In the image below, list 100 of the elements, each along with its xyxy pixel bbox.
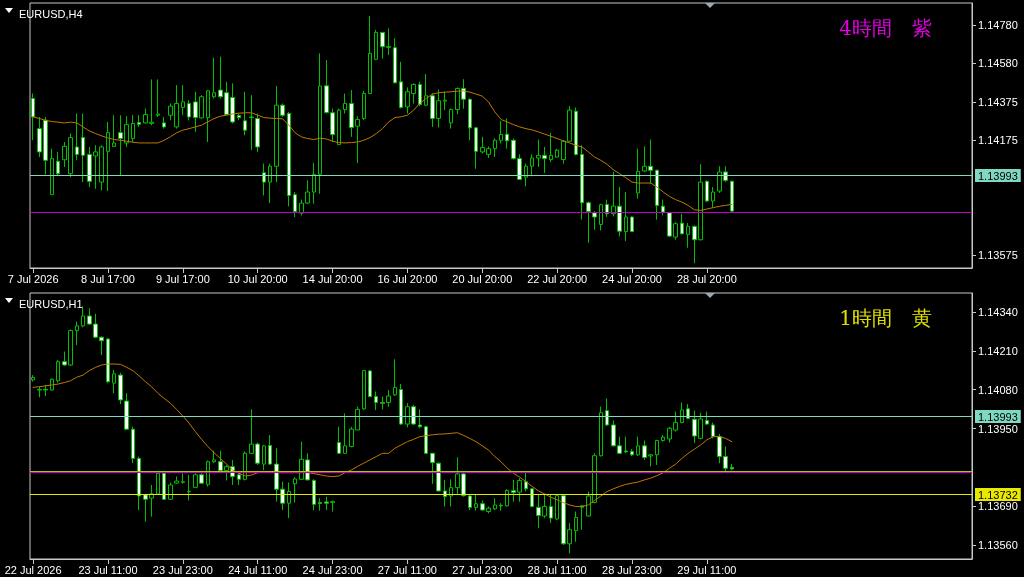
candlestick [262, 444, 266, 471]
candlestick [680, 402, 684, 424]
candlestick [362, 90, 366, 121]
candlestick [567, 105, 572, 143]
candlestick [50, 148, 54, 196]
candlestick [368, 15, 372, 95]
candlestick [162, 116, 166, 130]
x-tick-label: 27 Jul 23:00 [452, 563, 513, 576]
chart-title: EURUSD,H1 [19, 297, 83, 310]
candlestick [599, 203, 603, 231]
candlestick [162, 471, 166, 501]
candlestick [505, 118, 509, 150]
ref-line-label: 1.13732 [978, 488, 1018, 501]
candlestick [555, 493, 559, 521]
candlestick [592, 210, 597, 231]
candlestick [287, 111, 291, 207]
candlestick [580, 144, 584, 221]
candlestick [393, 358, 397, 397]
y-tick-label: 1.13575 [978, 249, 1018, 262]
candlestick [156, 472, 160, 496]
candlestick [530, 487, 534, 508]
candlestick [81, 113, 85, 183]
candlestick [56, 151, 60, 176]
x-tick-label: 10 Jul 20:00 [227, 272, 288, 285]
candlestick [499, 502, 503, 512]
candlestick [174, 476, 179, 485]
ref-line-label: 1.13993 [978, 410, 1018, 423]
candlestick [655, 439, 659, 466]
candlestick [243, 91, 247, 136]
candlestick [524, 163, 528, 187]
candlestick [468, 97, 472, 141]
y-tick-label: 1.14080 [978, 383, 1018, 396]
candlestick [636, 436, 640, 457]
candlestick [187, 99, 191, 121]
candlestick [493, 138, 497, 158]
x-tick-label: 14 Jul 20:00 [302, 272, 363, 285]
y-tick-label: 1.14210 [978, 344, 1018, 357]
candlestick [374, 29, 378, 61]
candlestick [237, 471, 241, 486]
candlestick [686, 222, 690, 249]
x-tick-label: 24 Jul 20:00 [602, 272, 662, 285]
candlestick [530, 153, 534, 177]
x-tick-label: 8 Jul 17:00 [81, 272, 135, 285]
candlestick [711, 422, 715, 439]
candlestick [468, 494, 472, 511]
candlestick [287, 482, 291, 519]
candlestick [343, 93, 347, 115]
y-tick-label: 1.14580 [978, 57, 1018, 70]
candlestick [75, 113, 79, 161]
candlestick [249, 94, 254, 151]
candlestick [680, 213, 684, 235]
candlestick [312, 162, 316, 205]
x-tick-label: 24 Jul 23:00 [302, 563, 363, 576]
candlestick [418, 81, 422, 107]
chart-title: EURUSD,H4 [19, 7, 83, 20]
x-tick-label: 27 Jul 11:00 [377, 563, 437, 576]
x-tick-label: 7 Jul 2026 [7, 272, 59, 285]
text: 4時間 紫 [839, 16, 933, 40]
candlestick [505, 488, 509, 507]
candlestick [730, 463, 734, 471]
candlestick [624, 191, 628, 242]
candlestick [711, 186, 715, 209]
candlestick [655, 169, 659, 221]
y-tick-label: 1.14780 [978, 18, 1018, 31]
candlestick [493, 497, 497, 511]
candlestick [112, 114, 116, 148]
y-tick-label: 1.14340 [978, 306, 1018, 319]
x-tick-label: 29 Jul 11:00 [677, 563, 737, 576]
candlestick [730, 179, 734, 213]
candlestick [81, 305, 85, 328]
candlestick [399, 61, 403, 110]
candlestick [436, 462, 441, 493]
candlestick [474, 493, 478, 512]
candlestick [237, 113, 241, 121]
line-series [32, 90, 733, 211]
candlestick [374, 391, 378, 411]
candlestick [137, 114, 141, 128]
candlestick [31, 93, 35, 141]
x-tick-label: 16 Jul 20:00 [377, 272, 438, 285]
candlestick [561, 139, 566, 165]
candlestick [443, 479, 447, 507]
x-tick-label: 20 Jul 20:00 [452, 272, 513, 285]
candlestick [318, 52, 322, 195]
candlestick [661, 434, 665, 443]
text: 1時間 黄 [839, 306, 933, 330]
candlestick [393, 37, 397, 84]
x-tick-label: 22 Jul 20:00 [527, 272, 588, 285]
candlestick [574, 511, 578, 543]
x-tick-label: 9 Jul 17:00 [155, 272, 210, 285]
candlestick [499, 120, 503, 145]
candlestick [418, 408, 422, 429]
candlestick [424, 425, 428, 455]
x-tick-label: 28 Jul 23:00 [602, 563, 662, 576]
candlestick [268, 434, 272, 466]
candlestick [368, 369, 372, 398]
x-tick-label: 28 Jul 20:00 [676, 272, 737, 285]
x-tick-label: 28 Jul 11:00 [527, 563, 587, 576]
candlestick [181, 84, 185, 116]
candlestick [449, 108, 453, 130]
candlestick [430, 452, 435, 485]
